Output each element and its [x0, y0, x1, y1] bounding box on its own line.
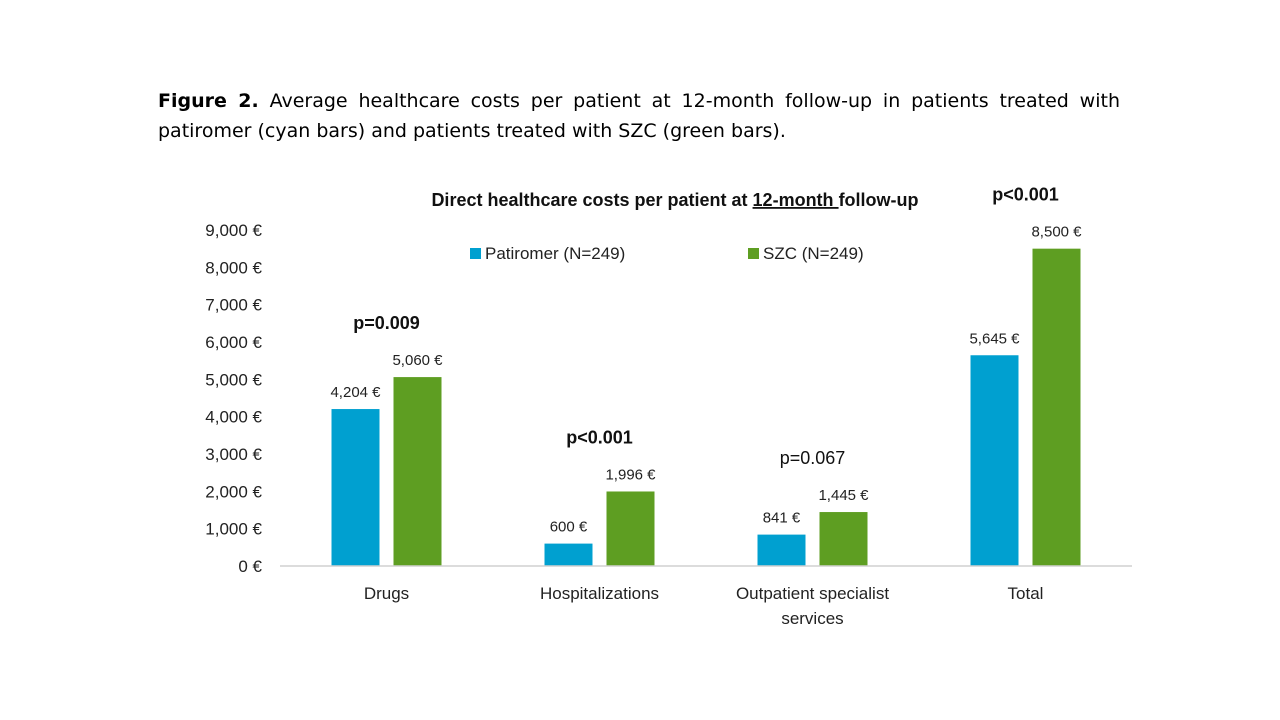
legend-swatch — [470, 248, 481, 259]
y-tick-label: 1,000 € — [205, 520, 262, 539]
figure-caption: Figure 2. Average healthcare costs per p… — [158, 86, 1120, 146]
x-category-label: Hospitalizations — [540, 584, 659, 603]
bar-value-label: 1,445 € — [818, 487, 869, 504]
legend: Patiromer (N=249) SZC (N=249) — [470, 244, 864, 263]
bar-szc — [1032, 248, 1081, 566]
data-labels: 4,204 € 5,060 € 600 € 1,996 € 841 € 1,445 € 5,… — [330, 224, 1082, 536]
bar-patiromer — [970, 355, 1019, 566]
bar-value-label: 1,996 € — [605, 466, 656, 483]
bar-value-label: 8,500 € — [1031, 224, 1082, 241]
chart-title: Direct healthcare costs per patient at 1… — [431, 190, 918, 210]
bar-szc — [393, 377, 442, 566]
p-value-label: p=0.009 — [353, 313, 420, 333]
legend-label: SZC (N=249) — [763, 244, 864, 263]
bar-value-label: 5,645 € — [969, 330, 1020, 347]
y-tick-label: 3,000 € — [205, 445, 262, 464]
y-tick-label: 8,000 € — [205, 258, 262, 277]
bar-szc — [819, 512, 868, 566]
x-axis: Drugs Hospitalizations Outpatient speciali… — [280, 565, 1132, 628]
y-tick-label: 5,000 € — [205, 370, 262, 389]
y-tick-label: 4,000 € — [205, 408, 262, 427]
figure-label: Figure 2. — [158, 90, 259, 112]
p-value-annotations: p=0.009 p<0.001 p=0.067 p<0.001 — [353, 185, 1059, 468]
bars — [331, 248, 1081, 566]
bar-patiromer — [331, 409, 380, 566]
y-tick-label: 6,000 € — [205, 333, 262, 352]
p-value-label: p=0.067 — [780, 448, 846, 468]
p-value-label: p<0.001 — [566, 427, 633, 447]
y-tick-label: 9,000 € — [205, 221, 262, 240]
bar-value-label: 841 € — [763, 510, 801, 527]
legend-swatch — [748, 248, 759, 259]
bar-patiromer — [757, 534, 806, 566]
x-category-label: Outpatient specialist services — [736, 584, 889, 628]
x-category-label: Drugs — [364, 584, 409, 603]
legend-label: Patiromer (N=249) — [485, 244, 625, 263]
bar-value-label: 5,060 € — [392, 352, 443, 369]
bar-patiromer — [544, 543, 593, 566]
bar-value-label: 600 € — [550, 519, 588, 536]
y-tick-label: 7,000 € — [205, 296, 262, 315]
bar-szc — [606, 491, 655, 566]
chart-title-part-3: follow-up — [839, 190, 919, 210]
x-category-label: Total — [1008, 584, 1044, 603]
y-tick-label: 2,000 € — [205, 482, 262, 501]
chart-title-part-1: Direct healthcare costs per patient at — [431, 190, 752, 210]
y-axis: 0 € 1,000 € 2,000 € 3,000 € 4,000 € 5,000 € 6,… — [205, 221, 262, 576]
p-value-label: p<0.001 — [992, 185, 1059, 205]
figure-caption-text: Average healthcare costs per patient at … — [158, 90, 1120, 142]
chart-title-part-2: 12-month — [753, 190, 839, 210]
y-tick-label: 0 € — [238, 557, 262, 576]
bar-value-label: 4,204 € — [330, 384, 381, 401]
